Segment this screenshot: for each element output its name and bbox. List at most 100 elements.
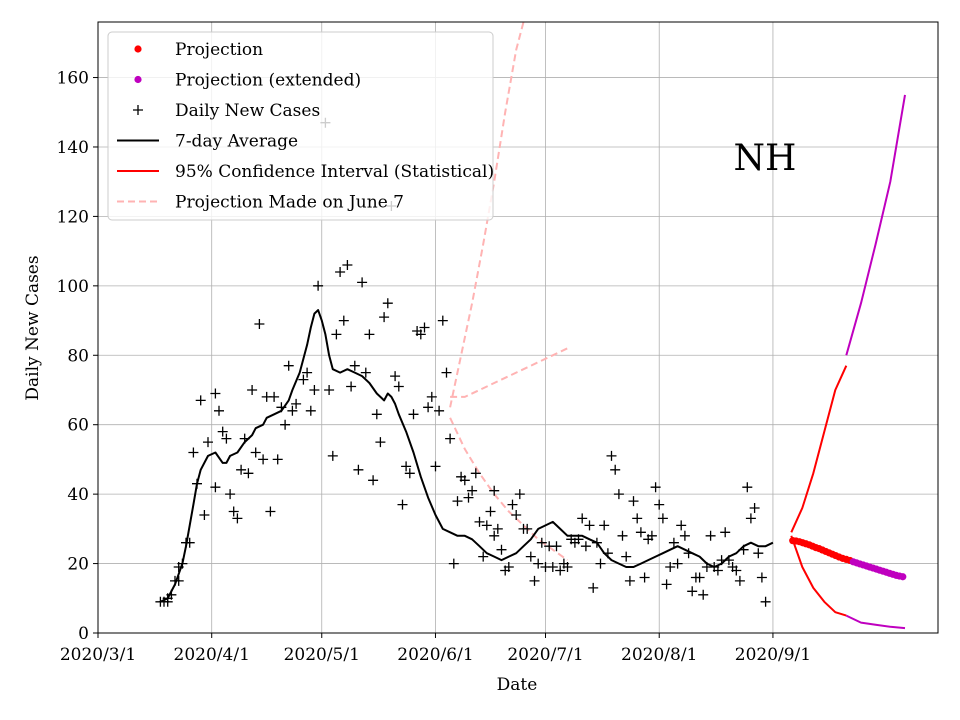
y-tick-label: 60 — [67, 416, 89, 436]
daily-case-marker — [448, 558, 459, 569]
daily-case-marker — [283, 360, 294, 371]
x-tick-label: 2020/9/1 — [735, 645, 811, 665]
x-tick-label: 2020/5/1 — [284, 645, 360, 665]
daily-case-marker — [496, 544, 507, 555]
legend-entry: Projection Made on June 7 — [117, 193, 404, 213]
y-axis: 0 20 40 60 80 100 120 140 160 — [57, 69, 98, 644]
legend-box — [107, 31, 494, 221]
daily-case-marker — [360, 367, 371, 378]
daily-case-marker — [745, 513, 756, 524]
daily-case-marker — [742, 482, 753, 493]
daily-case-marker — [731, 565, 742, 576]
daily-case-marker — [467, 485, 478, 496]
daily-case-marker — [214, 405, 224, 416]
daily-case-marker — [694, 572, 705, 583]
daily-case-marker — [753, 548, 764, 559]
daily-case-marker — [269, 391, 280, 402]
daily-case-marker — [371, 409, 382, 420]
daily-case-marker — [639, 572, 650, 583]
daily-case-marker — [254, 319, 265, 329]
legend-label: Daily New Cases — [175, 101, 320, 121]
x-tick-label: 2020/3/1 — [60, 645, 136, 665]
ci-upper-extended-line — [845, 94, 906, 356]
plot-frame — [97, 21, 939, 634]
daily-case-marker — [265, 506, 276, 517]
daily-case-marker — [610, 464, 621, 475]
y-tick-label: 140 — [57, 138, 89, 158]
daily-case-marker — [437, 315, 448, 326]
daily-case-marker — [408, 409, 419, 420]
daily-case-marker — [624, 575, 635, 586]
daily-case-marker — [507, 499, 518, 510]
y-tick-label: 20 — [67, 555, 89, 575]
daily-case-marker — [434, 405, 445, 416]
daily-case-marker — [503, 562, 514, 572]
daily-case-marker — [445, 433, 456, 444]
daily-case-marker — [430, 461, 441, 472]
daily-case-marker — [459, 475, 470, 486]
daily-case-marker — [426, 391, 437, 402]
daily-case-marker — [577, 513, 588, 524]
daily-case-marker — [342, 260, 353, 270]
seven-day-average-line — [159, 309, 774, 603]
daily-case-marker — [382, 298, 393, 309]
daily-case-marker — [199, 510, 210, 520]
daily-case-marker — [287, 405, 298, 416]
x-tick-label: 2020/7/1 — [507, 645, 583, 665]
daily-case-marker — [305, 405, 316, 416]
daily-case-marker — [489, 485, 500, 496]
x-tick-label: 2020/4/1 — [174, 645, 250, 665]
daily-case-marker — [632, 513, 643, 524]
x-axis-label: Date — [497, 675, 538, 695]
y-tick-label: 80 — [67, 346, 89, 366]
y-tick-label: 160 — [57, 69, 89, 89]
daily-case-marker — [522, 523, 533, 534]
daily-case-marker — [529, 575, 540, 586]
daily-case-marker — [470, 468, 481, 479]
daily-case-marker — [452, 496, 463, 507]
daily-case-marker — [338, 315, 349, 326]
daily-case-marker — [562, 562, 573, 572]
daily-case-marker — [349, 360, 360, 371]
daily-case-marker — [720, 527, 731, 538]
legend: Projection Projection (extended) Daily New… — [107, 31, 494, 221]
daily-case-marker — [309, 385, 320, 395]
daily-case-marker — [247, 385, 258, 395]
daily-case-marker — [463, 492, 474, 503]
daily-case-marker — [423, 402, 434, 413]
daily-case-marker — [217, 426, 228, 437]
daily-case-marker — [401, 461, 412, 472]
plot-layer — [155, 22, 907, 630]
y-tick-label: 40 — [67, 485, 89, 505]
daily-case-marker — [210, 482, 221, 493]
daily-case-marker — [393, 381, 404, 392]
ci-lower-extended-line — [845, 614, 906, 630]
daily-case-marker — [474, 516, 485, 527]
daily-case-marker — [481, 520, 492, 531]
daily-case-marker — [298, 374, 309, 385]
daily-case-marker — [478, 551, 489, 562]
daily-case-marker — [679, 530, 690, 541]
daily-case-marker — [485, 506, 496, 517]
daily-case-marker — [657, 513, 668, 524]
daily-case-marker — [236, 464, 247, 475]
daily-case-marker — [672, 558, 683, 569]
daily-case-marker — [749, 503, 760, 513]
daily-case-marker — [734, 575, 745, 586]
ci-upper-line — [790, 365, 848, 533]
region-label: NH — [734, 138, 797, 179]
daily-case-marker — [335, 267, 346, 277]
daily-case-marker — [621, 551, 632, 562]
projection-extended-point — [899, 573, 907, 581]
daily-case-marker — [760, 596, 771, 607]
daily-case-marker — [415, 329, 426, 340]
daily-case-marker — [188, 447, 199, 458]
legend-dot-icon — [134, 45, 142, 53]
daily-case-marker — [676, 520, 687, 531]
ci-lower-line — [790, 535, 847, 617]
daily-case-marker — [375, 437, 386, 448]
legend-plus-icon — [133, 105, 143, 115]
daily-case-marker — [390, 371, 401, 382]
legend-label: 95% Confidence Interval (Statistical) — [175, 162, 494, 182]
daily-case-marker — [324, 385, 335, 395]
